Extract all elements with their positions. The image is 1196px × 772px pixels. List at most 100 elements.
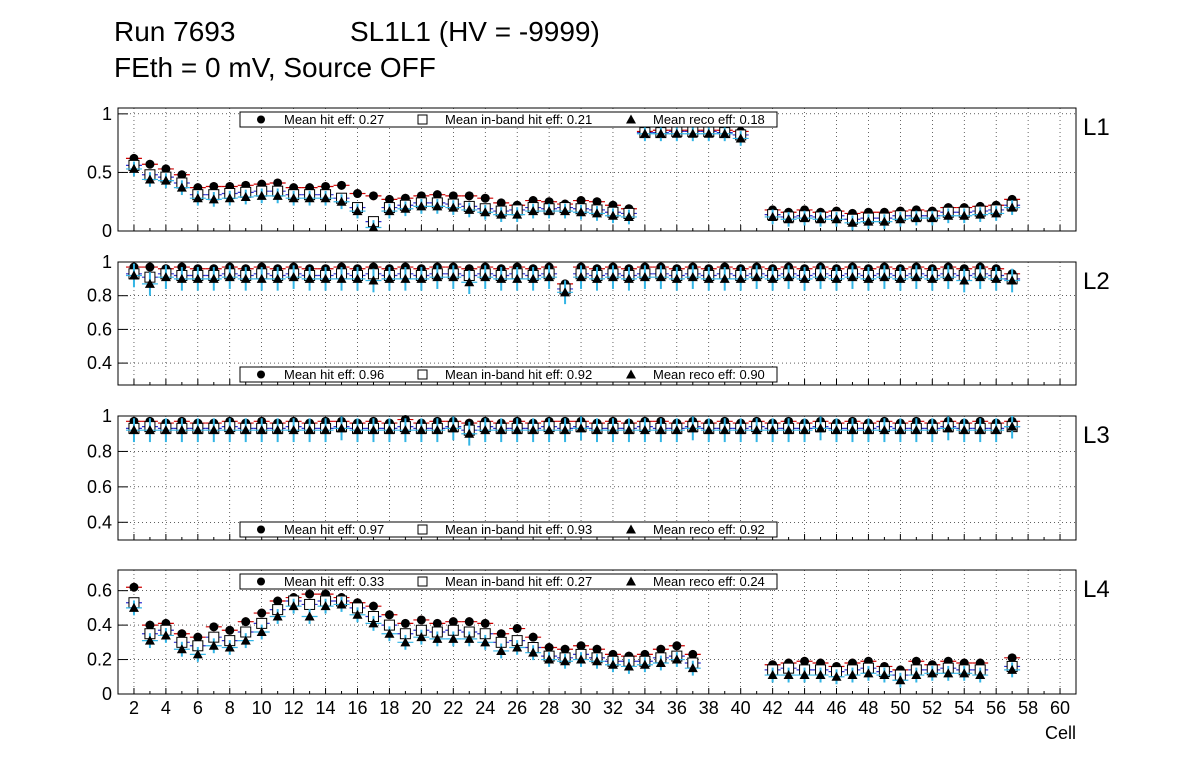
data-point-reco xyxy=(544,206,555,216)
data-point-hit xyxy=(911,656,921,666)
data-point-reco xyxy=(368,275,379,285)
x-tick-label: 18 xyxy=(379,698,399,718)
legend-label-inband: Mean in-band hit eff: 0.21 xyxy=(445,112,592,127)
legend-label-reco: Mean reco eff: 0.18 xyxy=(653,112,765,127)
data-point-reco xyxy=(496,645,507,655)
data-point-reco xyxy=(432,272,443,282)
x-tick-label: 30 xyxy=(571,698,591,718)
data-point-reco xyxy=(879,272,890,282)
data-point-reco xyxy=(560,656,571,666)
data-point-reco xyxy=(639,128,650,138)
data-point-reco xyxy=(256,273,267,283)
data-point-reco xyxy=(560,206,571,216)
legend-marker-reco xyxy=(626,576,636,586)
x-tick-label: 40 xyxy=(731,698,751,718)
data-point-reco xyxy=(655,272,666,282)
data-point-reco xyxy=(512,273,523,283)
data-point-hit xyxy=(145,262,155,272)
data-point-reco xyxy=(400,637,411,647)
data-point-reco xyxy=(895,675,906,685)
data-point-reco xyxy=(799,213,810,223)
data-point-hit xyxy=(209,181,219,191)
data-point-reco xyxy=(592,425,602,435)
data-point-reco xyxy=(671,654,682,664)
data-point-reco xyxy=(288,601,299,611)
data-point-reco xyxy=(703,128,714,138)
data-point-hit xyxy=(305,589,315,599)
legend-label-inband: Mean in-band hit eff: 0.93 xyxy=(445,522,592,537)
legend-marker-reco xyxy=(626,114,636,124)
data-point-reco xyxy=(783,670,794,680)
data-point-reco xyxy=(671,273,682,283)
data-point-reco xyxy=(384,628,395,638)
y-tick-label: 0.4 xyxy=(87,512,112,532)
legend: Mean hit eff: 0.96 Mean in-band hit eff: … xyxy=(239,366,778,383)
data-point-reco xyxy=(400,425,411,435)
data-point-reco xyxy=(560,425,571,435)
data-point-reco xyxy=(304,611,315,621)
data-point-reco xyxy=(815,423,826,433)
data-point-reco xyxy=(352,206,363,216)
legend-box xyxy=(239,573,778,590)
data-point-reco xyxy=(240,273,251,283)
data-point-reco xyxy=(192,649,203,659)
data-point-reco xyxy=(512,425,523,435)
legend-label-hit: Mean hit eff: 0.33 xyxy=(284,574,384,589)
data-point-reco xyxy=(1007,664,1018,674)
data-point-reco xyxy=(1007,202,1018,212)
data-point-reco xyxy=(384,425,395,435)
data-point-reco xyxy=(288,425,299,435)
x-tick-label: 4 xyxy=(161,698,171,718)
data-point-reco xyxy=(224,425,235,435)
x-tick-label: 46 xyxy=(826,698,846,718)
data-point-reco xyxy=(879,670,890,680)
threshold-title: FEth = 0 mV, Source OFF xyxy=(114,52,436,83)
data-point-hit xyxy=(241,617,251,627)
data-point-reco xyxy=(496,425,507,435)
data-point-reco xyxy=(336,423,347,433)
data-point-reco xyxy=(927,668,938,678)
data-point-reco xyxy=(927,273,938,283)
data-point-hit xyxy=(560,644,570,654)
data-point-reco xyxy=(416,201,427,211)
legend-marker-hit xyxy=(257,115,265,124)
data-point-hit xyxy=(448,617,458,627)
panel-l2: 0.4 0.6 0.8 1 L2 Mean hit eff: 0.96 Mean in-ba… xyxy=(87,252,1110,386)
data-point-reco xyxy=(975,670,986,680)
data-point-reco xyxy=(560,287,571,297)
data-point-reco xyxy=(192,425,203,435)
data-point-reco xyxy=(448,202,459,212)
data-point-reco xyxy=(448,633,459,643)
data-point-reco xyxy=(607,210,618,220)
y-tick-label: 0.4 xyxy=(87,353,112,373)
data-point-reco xyxy=(799,425,810,435)
data-point-reco xyxy=(480,207,491,217)
data-point-reco xyxy=(576,654,587,664)
data-point-reco xyxy=(863,216,874,226)
legend: Mean hit eff: 0.27 Mean in-band hit eff: … xyxy=(239,111,778,128)
data-point-hit xyxy=(193,632,203,642)
data-point-reco xyxy=(304,273,315,283)
data-point-hit xyxy=(576,641,586,651)
legend-marker-hit xyxy=(257,370,265,379)
data-point-reco xyxy=(480,637,491,647)
data-point-reco xyxy=(911,213,922,223)
data-point-reco xyxy=(288,193,299,203)
data-point-hit xyxy=(656,644,666,654)
data-point-reco xyxy=(607,659,618,669)
data-point-reco xyxy=(671,128,682,138)
x-axis-label: Cell xyxy=(1045,723,1076,743)
x-tick-label: 14 xyxy=(316,698,336,718)
data-point-reco xyxy=(160,630,171,640)
data-point-reco xyxy=(256,425,267,435)
data-point-reco xyxy=(208,425,219,435)
data-point-reco xyxy=(320,601,331,611)
x-tick-label: 54 xyxy=(954,698,974,718)
data-point-reco xyxy=(959,210,970,220)
data-point-reco xyxy=(831,214,842,224)
data-point-reco xyxy=(783,214,794,224)
data-point-reco xyxy=(144,278,155,288)
data-point-hit xyxy=(672,641,682,651)
y-tick-label: 0.6 xyxy=(87,581,112,601)
legend-marker-hit xyxy=(257,577,265,586)
